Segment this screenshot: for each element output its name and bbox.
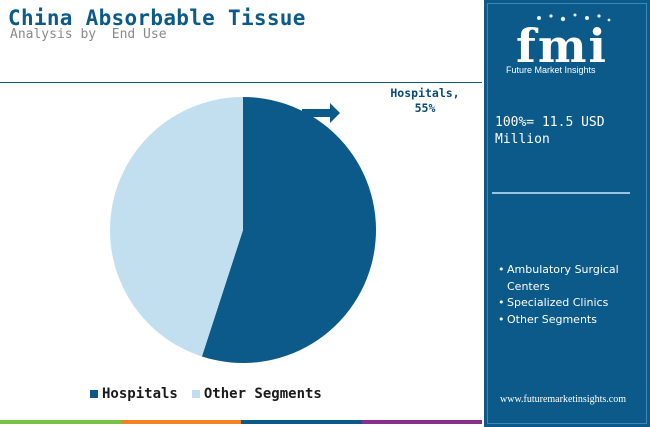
chart-subtitle: Analysis by End Use	[10, 27, 167, 42]
fmi-logo-icon: fmi	[516, 13, 611, 73]
website-link[interactable]: www.futuremarketinsights.com	[500, 394, 626, 405]
fmi-logo-text: fmi	[516, 19, 608, 73]
panel-divider	[492, 192, 630, 194]
side-panel	[484, 0, 650, 427]
pie-slice-hospitals	[201, 97, 377, 364]
segment-item: Specialized Clinics	[497, 295, 647, 312]
legend-label-hospitals: Hospitals	[102, 386, 178, 402]
annotation-label: Hospitals,	[390, 86, 459, 100]
bottom-color-bar	[0, 420, 482, 424]
title-divider	[0, 82, 482, 83]
bottom-bar-orange	[120, 420, 241, 424]
brand-tagline: Future Market Insights	[506, 65, 596, 75]
callout-arrow-icon	[302, 103, 340, 123]
legend: Hospitals Other Segments	[90, 386, 322, 402]
legend-item-hospitals: Hospitals	[90, 386, 178, 402]
chart-title: China Absorbable Tissue	[8, 6, 306, 30]
legend-item-other-segments: Other Segments	[191, 386, 322, 402]
bottom-bar-green	[0, 420, 121, 424]
pie-slice-other-segments	[110, 97, 243, 357]
bottom-bar-blue	[241, 420, 362, 424]
segment-item: Other Segments	[497, 312, 647, 329]
annotation-value: 55%	[415, 101, 436, 115]
legend-swatch-hospitals	[90, 390, 98, 398]
pie-slices	[110, 97, 377, 364]
legend-label-other-segments: Other Segments	[203, 386, 322, 402]
pie-chart: Hospitals, 55%	[110, 86, 460, 364]
bottom-bar-purple	[361, 420, 482, 424]
segment-list: Ambulatory Surgical Centers Specialized …	[497, 262, 647, 328]
market-total: 100%= 11.5 USD Million	[495, 115, 605, 147]
segment-item: Ambulatory Surgical Centers	[497, 262, 647, 295]
side-panel-border	[487, 3, 647, 424]
legend-swatch-other-segments	[191, 390, 200, 398]
